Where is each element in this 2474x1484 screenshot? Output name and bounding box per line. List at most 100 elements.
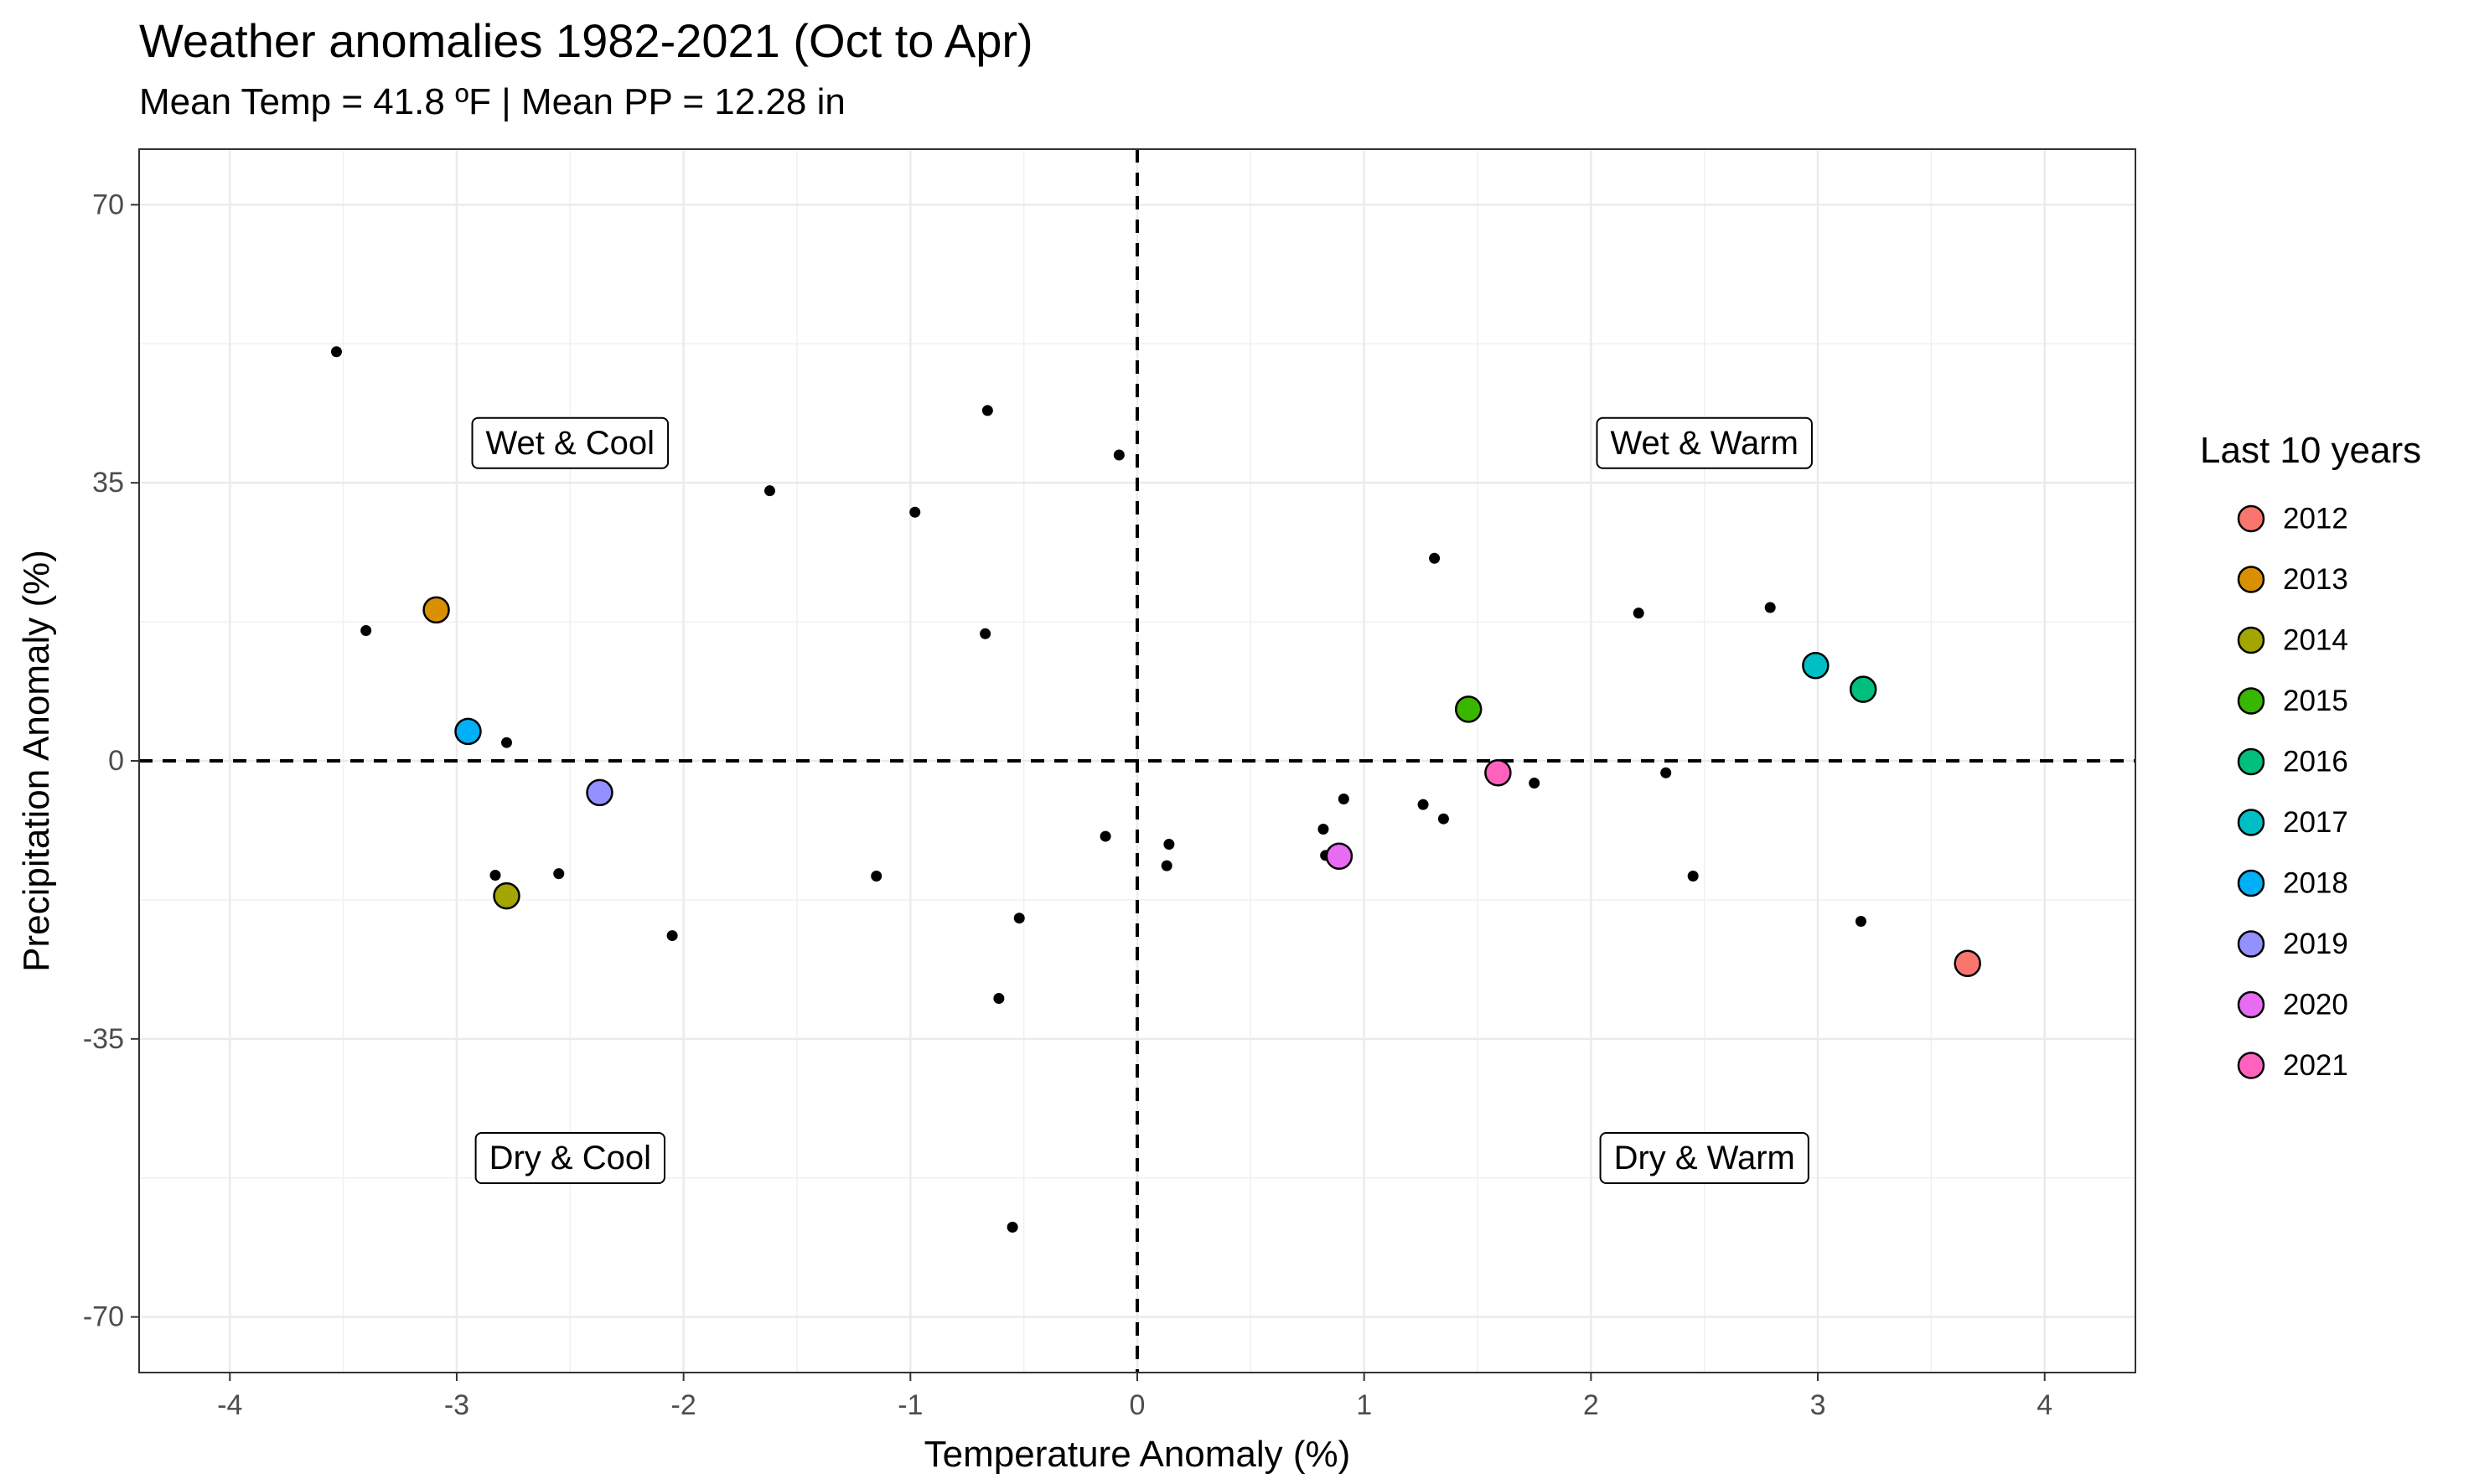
data-point	[981, 405, 993, 416]
x-tick-label: -4	[217, 1389, 242, 1421]
x-tick-label: 1	[1356, 1389, 1372, 1421]
quadrant-label-box	[1599, 1132, 1809, 1185]
highlight-points	[422, 596, 1981, 978]
quadrant-label: Wet & Cool	[471, 416, 670, 469]
data-point	[666, 930, 678, 942]
legend-item: 2021	[2237, 1049, 2348, 1082]
legend-title: Last 10 years	[2200, 430, 2421, 471]
x-tick-label: -2	[671, 1389, 696, 1421]
y-tick-label: 35	[92, 467, 124, 499]
x-axis-title: Temperature Anomaly (%)	[924, 1434, 1351, 1475]
legend-key	[2237, 930, 2265, 958]
data-point	[553, 868, 565, 880]
data-point	[1417, 799, 1429, 810]
legend-item: 2017	[2237, 806, 2348, 839]
chart-subtitle: Mean Temp = 41.8 ºF | Mean PP = 12.28 in	[139, 81, 846, 122]
data-point	[1660, 767, 1672, 778]
quadrant-label-box	[1596, 416, 1813, 469]
data-point	[501, 737, 513, 748]
legend-item: 2012	[2237, 503, 2348, 535]
data-point	[980, 628, 991, 639]
legend-item: 2015	[2237, 685, 2348, 717]
data-point	[1338, 794, 1349, 805]
data-point	[489, 870, 501, 882]
quadrant-labels: Wet & Cool Wet & Warm Dry & Cool Dry & Warm	[471, 416, 1813, 1185]
axis-tick-labels: -4 -3 -2 -1 0 1 2 3 4 70 35 0 -35 -70	[83, 189, 2052, 1421]
legend-label: 2019	[2283, 928, 2348, 960]
legend-key	[2237, 809, 2265, 836]
legend-item: 2016	[2237, 746, 2348, 778]
legend: Last 10 years 20122013201420152016201720…	[2200, 430, 2421, 1082]
data-point-2019	[586, 778, 613, 807]
data-point	[1317, 824, 1329, 835]
y-tick-label: -35	[83, 1023, 124, 1055]
legend-key	[2237, 566, 2265, 593]
y-tick-label: -70	[83, 1301, 124, 1333]
data-point	[763, 485, 775, 497]
data-point	[1855, 916, 1866, 928]
legend-item: 2019	[2237, 928, 2348, 960]
data-point	[1007, 1222, 1018, 1233]
data-point	[1764, 602, 1776, 613]
quadrant-label: Dry & Cool	[474, 1132, 665, 1185]
legend-item: 2018	[2237, 867, 2348, 900]
data-point-2021	[1484, 758, 1512, 787]
y-axis-title: Precipitation Anomaly (%)	[16, 550, 57, 972]
data-point-2015	[1454, 695, 1483, 723]
legend-item: 2020	[2237, 989, 2348, 1021]
data-point	[1633, 608, 1644, 619]
data-point	[360, 625, 372, 637]
y-tick-label: 0	[108, 745, 124, 777]
x-tick-label: 2	[1583, 1389, 1599, 1421]
legend-label: 2016	[2283, 746, 2348, 778]
legend-key	[2237, 1052, 2265, 1079]
quadrant-label-box	[471, 416, 670, 469]
legend-key	[2237, 504, 2265, 533]
legend-label: 2017	[2283, 806, 2348, 839]
data-point-2017	[1802, 651, 1830, 680]
x-tick-label: -3	[444, 1389, 469, 1421]
legend-label: 2012	[2283, 503, 2348, 535]
quadrant-label-text: Wet & Warm	[1610, 425, 1798, 462]
quadrant-label: Wet & Warm	[1596, 416, 1813, 469]
chart-title: Weather anomalies 1982-2021 (Oct to Apr)	[139, 14, 1033, 67]
data-point-2012	[1954, 949, 1981, 978]
x-tick-label: 4	[2037, 1389, 2052, 1421]
data-point-2018	[454, 717, 482, 746]
quadrant-label-box	[474, 1132, 665, 1185]
data-point	[1163, 839, 1175, 851]
data-point	[330, 346, 342, 358]
legend-label: 2018	[2283, 867, 2348, 900]
legend-item: 2014	[2237, 624, 2348, 657]
y-tick-label: 70	[92, 189, 124, 220]
legend-label: 2020	[2283, 989, 2348, 1021]
quadrant-label: Dry & Warm	[1599, 1132, 1809, 1185]
legend-item: 2013	[2237, 563, 2348, 596]
data-point	[1161, 860, 1172, 871]
quadrant-label-text: Dry & Warm	[1614, 1140, 1795, 1176]
legend-key	[2237, 747, 2265, 776]
data-point	[909, 506, 921, 518]
legend-key	[2237, 869, 2265, 897]
data-point	[1113, 449, 1125, 461]
data-point-2013	[422, 596, 450, 624]
legend-items: 2012 2013 2014 2015 2016 2017 2018 2019 2020 2021	[2237, 503, 2348, 1082]
x-tick-label: 0	[1130, 1389, 1146, 1421]
data-point	[1429, 552, 1441, 564]
data-point-2014	[493, 882, 520, 910]
background-points	[330, 346, 1866, 1233]
data-point-2016	[1849, 675, 1877, 703]
data-point	[1529, 778, 1540, 789]
legend-key	[2237, 990, 2265, 1019]
x-tick-label: 3	[1810, 1389, 1826, 1421]
axis-ticks	[131, 204, 2046, 1381]
data-point	[871, 870, 882, 882]
legend-label: 2013	[2283, 563, 2348, 596]
data-point	[993, 992, 1005, 1004]
data-point	[1100, 830, 1111, 842]
legend-key	[2237, 626, 2265, 654]
data-point-2020	[1325, 842, 1353, 871]
legend-key	[2237, 687, 2265, 715]
legend-label: 2021	[2283, 1049, 2348, 1082]
